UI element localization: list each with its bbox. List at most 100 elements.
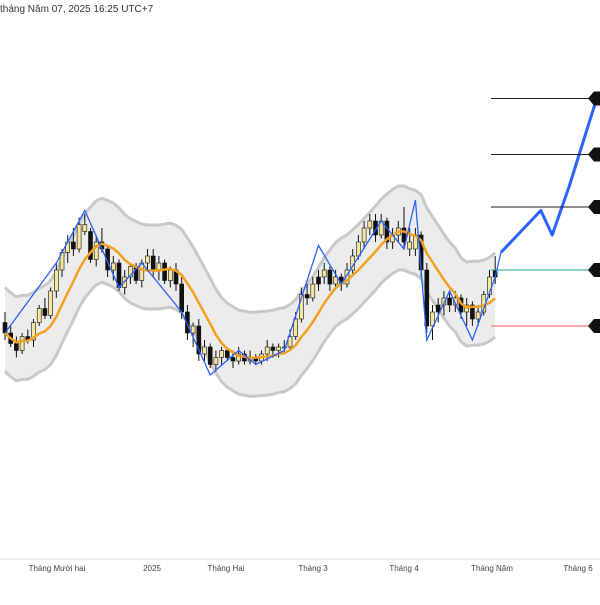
candle-body [225,350,230,358]
candle-body [304,294,310,299]
candle-body [19,336,25,351]
candle [435,298,441,323]
candle [219,347,224,365]
candle-body [128,266,133,278]
candle-body [407,241,413,250]
candle [327,266,333,291]
x-tick-label: Tháng Hai [208,564,245,573]
candle-body [105,248,110,271]
candle [424,263,430,333]
candle-body [71,241,76,250]
candle-body [207,346,213,365]
level-current[interactable] [491,263,600,277]
candle-body [276,346,281,351]
candle-body [185,311,190,334]
candle-body [470,304,475,320]
candle-body [145,255,150,264]
candle-body [327,269,333,285]
candle [53,263,59,298]
level-target[interactable] [491,200,600,214]
level-stop[interactable] [491,319,600,333]
candle [19,333,25,354]
candle-body [321,269,327,278]
candle [281,340,287,354]
zigzag-pattern [4,94,600,377]
candle [316,270,321,291]
candle-body [36,308,42,323]
x-axis-ticks: Tháng Mười hai 2025 Tháng Hai Tháng 3 Tháng … [29,564,594,573]
level-marker[interactable] [588,319,600,333]
chart-timestamp: tháng Năm 07, 2025 16:25 UTC+7 [0,4,154,15]
candle-body [179,283,184,313]
zigzag-projection [499,94,600,254]
zigzag-line [4,199,502,377]
candle [196,319,202,361]
candle [401,207,407,249]
candle [407,228,413,256]
candle-body [150,255,156,271]
x-tick-label: 2025 [143,564,161,573]
level-marker[interactable] [588,200,600,214]
candle [36,305,42,326]
candle-body [316,276,321,285]
candle [430,305,435,340]
candle-body [310,283,316,299]
candle-body [236,353,241,362]
candle-body [162,262,167,281]
candle-body [111,262,116,271]
candle-body [82,224,88,232]
candle-body [367,220,373,229]
candle [213,350,219,372]
candle-body [76,224,82,250]
candle-body [447,297,452,306]
candle-body [31,322,36,341]
candle [48,287,53,319]
candle-body [424,269,430,327]
candle [31,319,36,347]
candle [304,284,310,305]
candle-body [361,227,367,243]
candle [111,256,116,281]
candle-body [475,311,481,320]
level-marker[interactable] [588,147,600,162]
candle [42,298,48,319]
candle [76,217,82,253]
level-target[interactable] [491,147,600,162]
level-marker[interactable] [588,263,600,277]
band-fill [5,186,496,397]
ma-line [4,230,496,360]
candle-body [281,346,287,349]
level-target[interactable] [491,91,600,106]
candle [82,214,88,235]
candle-body [230,357,236,362]
candle [145,249,150,270]
target-levels [491,91,600,333]
candle [384,217,390,249]
candle-body [168,269,173,281]
candle-body [202,346,207,355]
candle-body [270,346,276,351]
x-tick-label: Tháng 3 [298,564,328,573]
candle-body [219,350,224,358]
candle-body [430,311,435,327]
candle [299,287,304,323]
candle [88,228,93,263]
candle [190,322,196,347]
candle-body [452,297,458,306]
candle-body [48,290,53,316]
candle-body [156,262,162,271]
candle-body [53,269,59,292]
candle-body [441,297,447,306]
level-marker[interactable] [588,91,600,106]
candle [185,305,190,340]
candle [128,263,133,284]
candle [202,340,207,361]
candle-body [333,276,338,285]
candle [321,263,327,284]
candle-body [401,227,407,243]
candle-body [213,357,219,365]
x-tick-label: Tháng Năm [471,564,513,573]
candle [333,270,338,288]
